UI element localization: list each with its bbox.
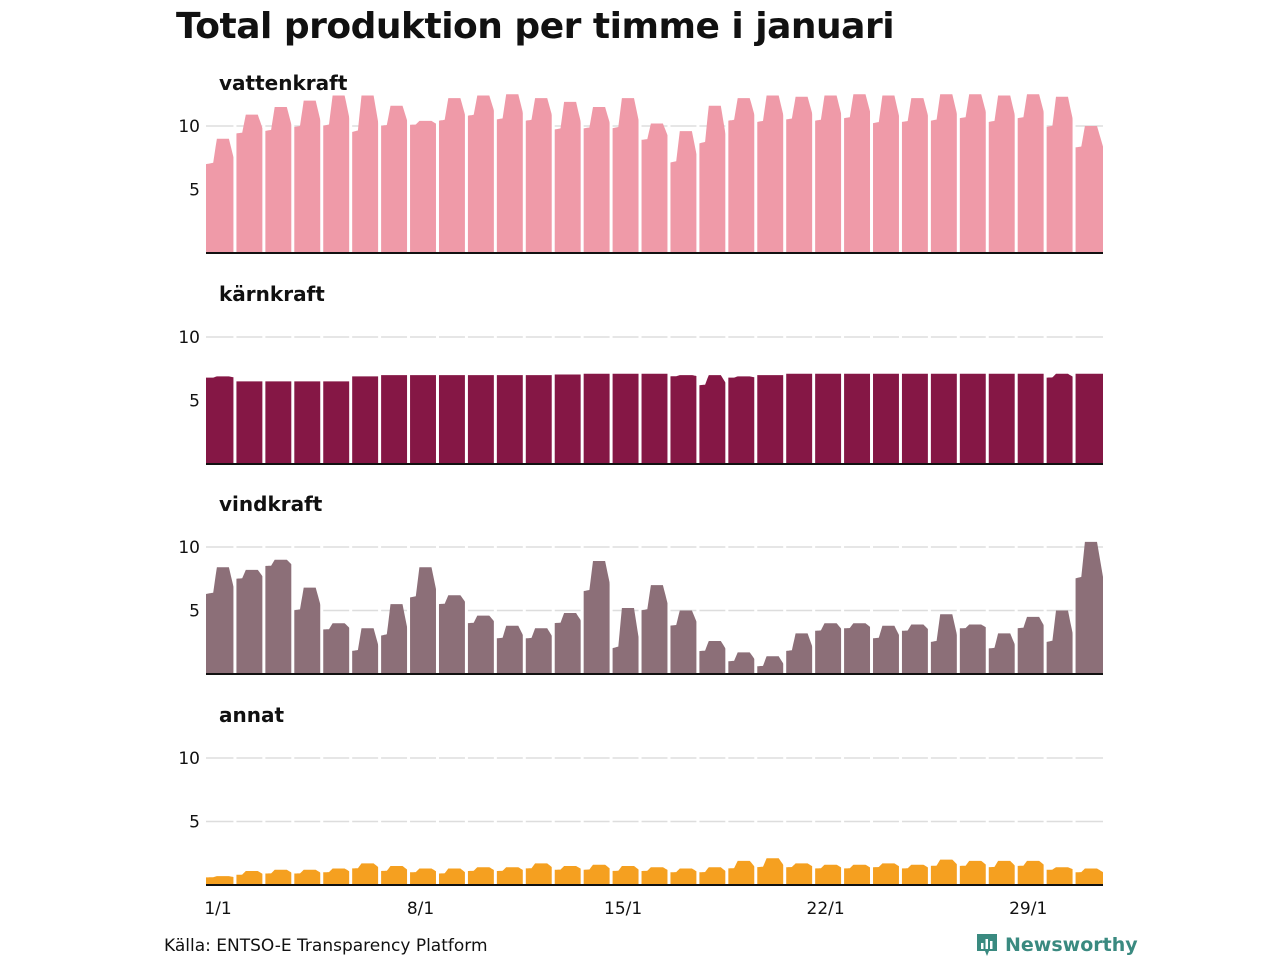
panel-title: annat [219, 703, 284, 727]
area-series-vattenkraft [206, 94, 1103, 253]
x-tick-label: 8/1 [407, 899, 434, 919]
area-series-vindkraft [206, 541, 1103, 674]
x-tick-label: 22/1 [807, 899, 845, 919]
y-tick-label: 5 [189, 813, 200, 833]
brand-logo: Newsworthy [975, 932, 1138, 958]
y-tick-label: 5 [189, 181, 200, 201]
y-tick-label: 5 [189, 392, 200, 412]
area-series-kärnkraft [206, 373, 1103, 464]
y-tick-label: 10 [178, 538, 200, 558]
y-tick-label: 10 [178, 117, 200, 137]
area-series-annat [206, 858, 1103, 885]
y-tick-label: 5 [189, 602, 200, 622]
panel-title: kärnkraft [219, 282, 325, 306]
panel-title: vattenkraft [219, 71, 348, 95]
brand-name: Newsworthy [1005, 934, 1138, 956]
newsworthy-logo-icon [977, 934, 997, 956]
chart-title: Total produktion per timme i januari [176, 6, 895, 47]
panel-title: vindkraft [219, 492, 323, 516]
x-tick-label: 1/1 [204, 899, 231, 919]
x-tick-label: 15/1 [604, 899, 642, 919]
x-tick-label: 29/1 [1009, 899, 1047, 919]
y-tick-label: 10 [178, 749, 200, 769]
source-note: Källa: ENTSO-E Transparency Platform [164, 936, 488, 956]
y-tick-label: 10 [178, 328, 200, 348]
